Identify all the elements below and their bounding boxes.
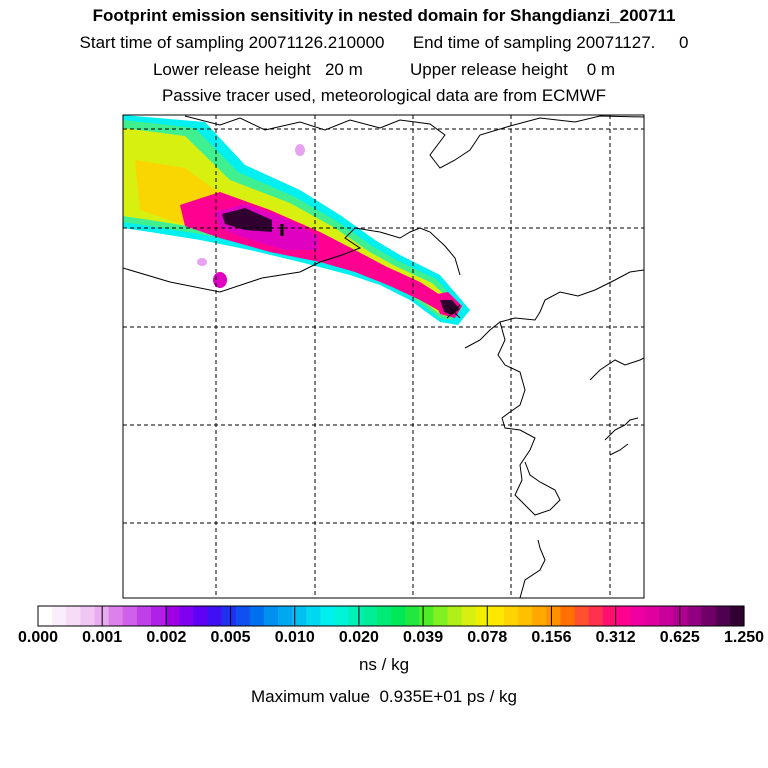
colorbar-tick-label: 0.156 [531, 629, 572, 646]
colorbar-tick-label: 0.078 [467, 629, 508, 646]
colorbar-swatch [405, 606, 420, 626]
coastline-south [519, 539, 546, 598]
colorbar-swatch [588, 606, 604, 626]
colorbar-swatch [221, 606, 237, 626]
release-heights: Lower release height 20 m Upper release … [0, 60, 768, 80]
colorbar-swatch [249, 606, 265, 626]
maximum-value: Maximum value 0.935E+01 ps / kg [251, 687, 517, 706]
colorbar-swatch [235, 606, 251, 626]
colorbar-swatch [645, 606, 660, 626]
colorbar-swatch [108, 606, 124, 626]
colorbar-swatch [518, 606, 533, 626]
colorbar-tick-label: 0.020 [338, 629, 379, 646]
colorbar-swatch [560, 606, 576, 626]
colorbar-swatch [122, 606, 138, 626]
colorbar-swatch [574, 606, 590, 626]
coastline-bay [123, 227, 461, 293]
colorbar-tick-label: 0.010 [274, 629, 315, 646]
map-frame [122, 114, 645, 599]
colorbar-swatch [433, 606, 449, 626]
colorbar-swatch [616, 606, 632, 626]
colorbar-tick-label: 1.250 [723, 629, 765, 646]
subtitle: Passive tracer used, meteorological data… [161, 86, 607, 105]
plume-layer [123, 115, 470, 325]
colorbar-swatch [165, 606, 180, 626]
colorbar-swatch [320, 606, 336, 626]
colorbar-tick-label: 0.002 [146, 629, 187, 646]
colorbar-swatch [52, 606, 67, 626]
colorbar-tick-label: 0.000 [17, 629, 59, 646]
coastline-peninsula [497, 321, 561, 516]
colorbar-swatch [150, 606, 166, 626]
colorbar-swatch [362, 606, 378, 626]
coastline-east [464, 269, 644, 349]
plume-dark-core [222, 208, 272, 232]
plot-title: Footprint emission sensitivity in nested… [92, 6, 676, 25]
plume-spot-light [295, 144, 305, 156]
colorbar-swatch [391, 606, 406, 626]
coastline-islands [604, 417, 639, 456]
colorbar-swatch [348, 606, 364, 626]
start-time-label: Start time of sampling 20071126.210000 [79, 33, 385, 52]
colorbar-swatch [631, 606, 646, 626]
colorbar-swatch [673, 606, 689, 626]
plume-spot-violet-small [197, 258, 207, 266]
colorbar-swatch [532, 606, 547, 626]
coastline-layer [123, 115, 644, 598]
colorbar-swatch [687, 606, 703, 626]
colorbar-swatch [729, 606, 745, 626]
colorbar-swatch [659, 606, 674, 626]
colorbar-swatch [306, 606, 321, 626]
colorbar-swatch [278, 606, 293, 626]
colorbar-tick-label: 0.039 [403, 629, 444, 646]
colorbar-swatch [80, 606, 96, 626]
colorbar-swatch [179, 606, 194, 626]
colorbar-swatch [263, 606, 279, 626]
colorbar-swatch [546, 606, 562, 626]
colorbar-swatch [292, 606, 307, 626]
colorbar-swatch [461, 606, 477, 626]
colorbar-swatch [602, 606, 618, 626]
colorbar-swatch [334, 606, 350, 626]
source-marker [446, 304, 461, 319]
colorbar [37, 606, 745, 626]
colorbar-frame [37, 605, 745, 627]
colorbar-swatch [489, 606, 505, 626]
sampling-times: Start time of sampling 20071126.210000 E… [0, 33, 768, 53]
colorbar-units: ns / kg [358, 655, 410, 674]
colorbar-swatch [475, 606, 491, 626]
upper-release-label: Upper release height 0 m [409, 60, 616, 79]
colorbar-swatch [38, 606, 53, 626]
colorbar-swatch [193, 606, 209, 626]
coastline-north [184, 115, 644, 169]
colorbar-tick-label: 0.625 [659, 629, 700, 646]
lower-release-label: Lower release height 20 m [152, 60, 363, 79]
colorbar-swatch [447, 606, 463, 626]
colorbar-tick-label: 0.001 [82, 629, 123, 646]
colorbar-tick-label: 0.005 [210, 629, 251, 646]
end-time-label: End time of sampling 20071127. 0 [412, 33, 689, 52]
colorbar-swatch [715, 606, 731, 626]
colorbar-swatch [66, 606, 81, 626]
coastline-southeast [589, 357, 644, 381]
colorbar-swatch [376, 606, 392, 626]
colorbar-swatch [136, 606, 152, 626]
colorbar-swatch [419, 606, 434, 626]
grid-layer [123, 115, 644, 598]
colorbar-swatch [503, 606, 519, 626]
plume-spot-violet [213, 272, 227, 288]
colorbar-tick-label: 0.312 [595, 629, 636, 646]
colorbar-swatch [701, 606, 717, 626]
colorbar-swatch [207, 606, 223, 626]
